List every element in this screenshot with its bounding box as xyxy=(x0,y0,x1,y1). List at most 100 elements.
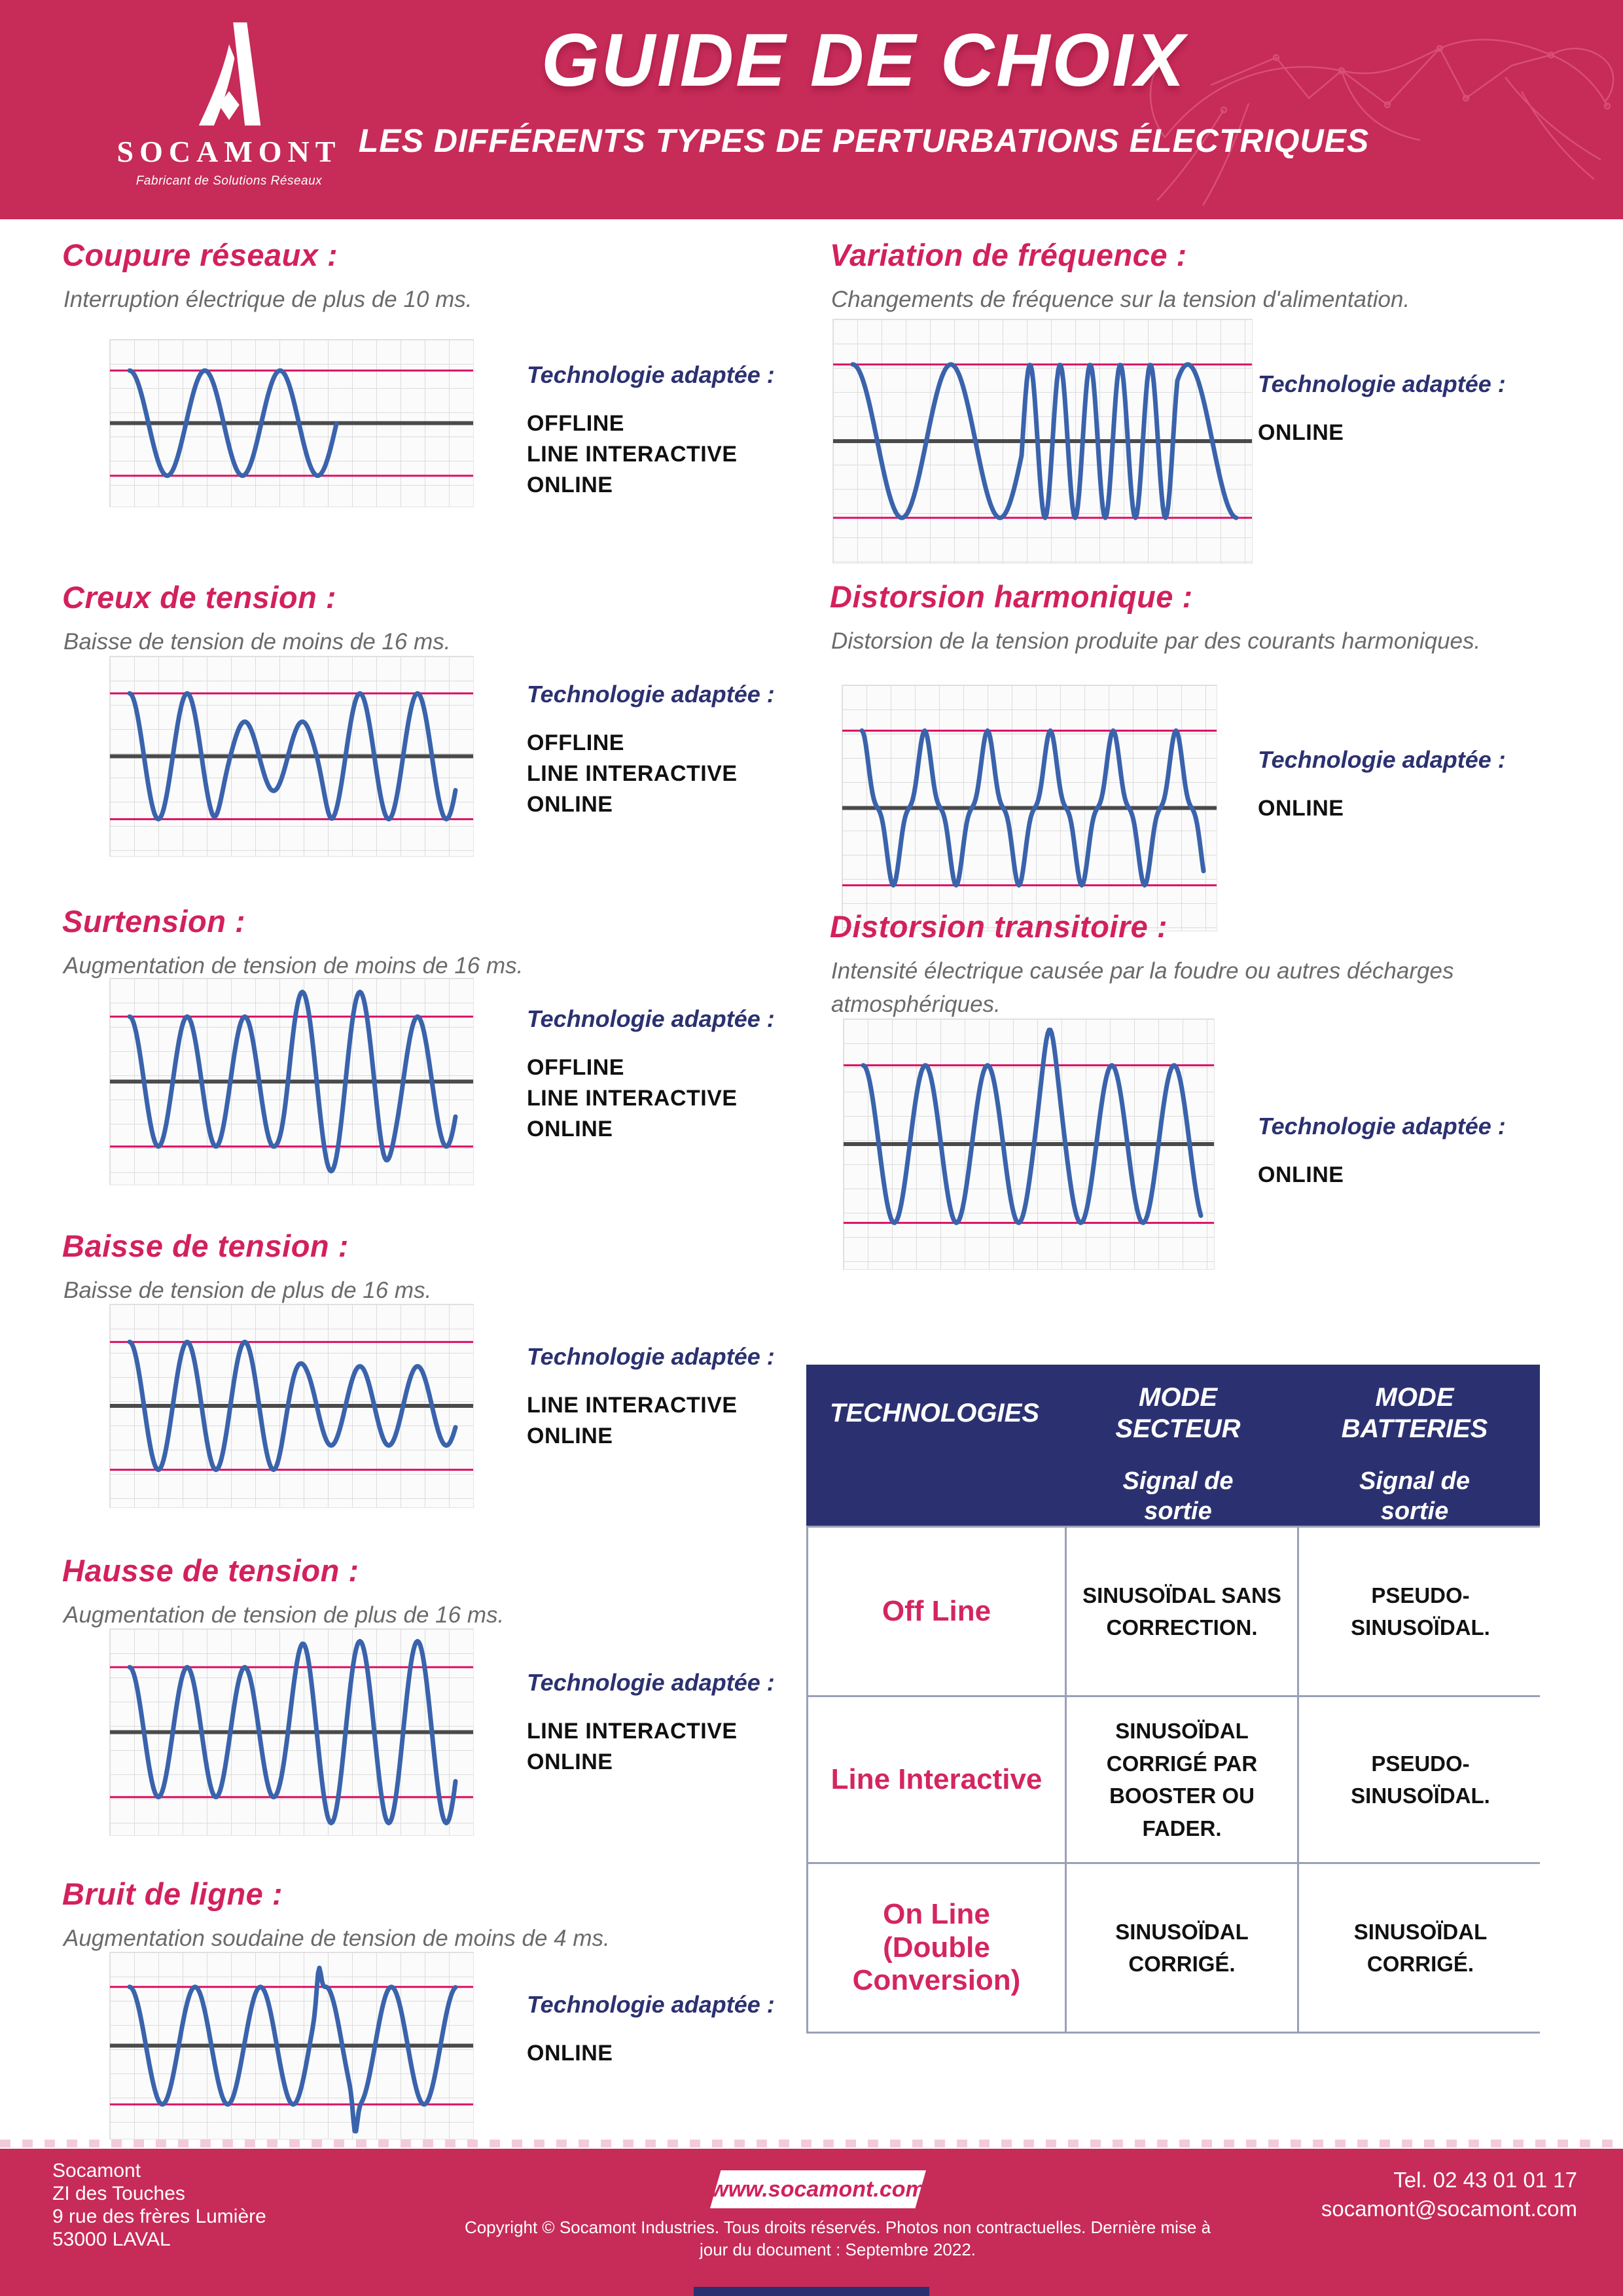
email-link[interactable]: socamont@socamont.com xyxy=(1321,2197,1577,2221)
technology: ONLINE xyxy=(527,473,613,497)
column-title: MODE SECTEUR xyxy=(1115,1383,1241,1443)
waveform-chart xyxy=(109,656,474,857)
technology: LINE INTERACTIVE xyxy=(527,761,738,786)
tech-block: Technologie adaptée : OFFLINE LINE INTERA… xyxy=(527,1005,815,1145)
technology: ONLINE xyxy=(1258,420,1344,445)
table-body: Off Line SINUSOÏDAL SANS CORRECTION. PSE… xyxy=(806,1526,1542,2034)
technology: ONLINE xyxy=(527,792,613,817)
tech-list: OFFLINE LINE INTERACTIVE ONLINE xyxy=(527,408,815,501)
section-distorsion-harmonique: Distorsion harmonique : Distorsion de la… xyxy=(830,579,1615,932)
technology: ONLINE xyxy=(527,1424,613,1448)
website-link[interactable]: www.socamont.com xyxy=(710,2170,926,2208)
table-header-technologies: TECHNOLOGIES xyxy=(829,1399,1040,1427)
technology: LINE INTERACTIVE xyxy=(527,1086,738,1111)
waveform-chart xyxy=(832,319,1253,564)
table-cell-batteries: PSEUDO-SINUSOÏDAL. xyxy=(1299,1697,1542,1862)
tech-block: Technologie adaptée : LINE INTERACTIVE ON… xyxy=(527,1343,815,1452)
tech-block: Technologie adaptée : LINE INTERACTIVE ON… xyxy=(527,1669,815,1778)
section-description: Interruption électrique de plus de 10 ms… xyxy=(63,287,473,312)
section-title: Distorsion harmonique : xyxy=(830,579,1193,614)
tech-block: Technologie adaptée : ONLINE xyxy=(1258,1113,1546,1191)
tech-list: OFFLINE LINE INTERACTIVE ONLINE xyxy=(527,1052,815,1145)
website-url: www.socamont.com xyxy=(711,2176,925,2202)
section-creux-de-tension: Creux de tension : Baisse de tension de … xyxy=(62,579,815,900)
tech-label: Technologie adaptée : xyxy=(527,361,775,388)
tech-block: Technologie adaptée : ONLINE xyxy=(527,1991,815,2069)
table-cell-batteries: SINUSOÏDAL CORRIGÉ. xyxy=(1299,1864,1542,2032)
waveform-chart xyxy=(109,1304,474,1508)
header-band: SOCAMONT Fabricant de Solutions Réseaux … xyxy=(0,0,1623,219)
socamont-logo-mark-icon xyxy=(198,22,261,126)
table-header-mode-batteries: MODE BATTERIES Signal de sortie xyxy=(1293,1365,1536,1526)
table-cell-secteur: SINUSOÏDAL CORRIGÉ. xyxy=(1067,1864,1297,2032)
tech-block: Technologie adaptée : ONLINE xyxy=(1258,746,1546,824)
address-line: 53000 LAVAL xyxy=(52,2229,171,2250)
table-cell-batteries: PSEUDO-SINUSOÏDAL. xyxy=(1299,1528,1542,1695)
section-title: Distorsion transitoire : xyxy=(830,909,1168,944)
tech-block: Technologie adaptée : ONLINE xyxy=(1258,370,1546,448)
section-title: Baisse de tension : xyxy=(62,1229,349,1263)
brand-name: SOCAMONT xyxy=(116,135,342,168)
tech-block: Technologie adaptée : OFFLINE LINE INTERA… xyxy=(527,361,815,501)
section-title: Variation de fréquence : xyxy=(830,238,1187,272)
tech-label: Technologie adaptée : xyxy=(1258,370,1506,397)
table-row-name: On Line (Double Conversion) xyxy=(808,1864,1065,2032)
copyright-text: Copyright © Socamont Industries. Tous dr… xyxy=(464,2217,1211,2259)
section-title: Coupure réseaux : xyxy=(62,238,338,272)
technology: ONLINE xyxy=(527,1117,613,1141)
section-description: Augmentation soudaine de tension de moin… xyxy=(63,1926,610,1951)
footer-navy-bar xyxy=(694,2287,929,2296)
section-bruit-de-ligne: Bruit de ligne : Augmentation soudaine d… xyxy=(62,1876,815,2151)
column-subtitle: Signal de sortie xyxy=(1359,1467,1470,1525)
footer-dotted-strip xyxy=(0,2140,1623,2147)
tech-label: Technologie adaptée : xyxy=(1258,1113,1506,1139)
technology: OFFLINE xyxy=(527,411,624,436)
section-variation-de-frequence: Variation de fréquence : Changements de … xyxy=(830,237,1615,571)
section-title: Hausse de tension : xyxy=(62,1553,359,1588)
tech-label: Technologie adaptée : xyxy=(1258,746,1506,773)
socamont-logo: SOCAMONT Fabricant de Solutions Réseaux xyxy=(115,20,344,188)
cheetah-wireframe-graphic xyxy=(1149,39,1614,206)
page-title: GUIDE DE CHOIX xyxy=(541,19,1186,102)
tech-list: LINE INTERACTIVE ONLINE xyxy=(527,1716,815,1778)
technologies-table: TECHNOLOGIES MODE SECTEUR Signal de sort… xyxy=(806,1365,1542,2034)
section-title: Surtension : xyxy=(62,904,246,939)
technology: ONLINE xyxy=(1258,1162,1344,1187)
technology: LINE INTERACTIVE xyxy=(527,1393,738,1418)
section-description: Baisse de tension de moins de 16 ms. xyxy=(63,629,451,655)
section-description: Augmentation de tension de moins de 16 m… xyxy=(63,953,524,978)
address-line: 9 rue des frères Lumière xyxy=(52,2206,266,2227)
section-title: Creux de tension : xyxy=(62,580,337,615)
address-line: Socamont xyxy=(52,2160,141,2181)
waveform-chart xyxy=(109,1628,474,1836)
waveform-chart xyxy=(109,1952,474,2140)
technology: OFFLINE xyxy=(527,730,624,755)
table-cell-secteur: SINUSOÏDAL CORRIGÉ PAR BOOSTER OU FADER. xyxy=(1067,1697,1297,1862)
tech-list: LINE INTERACTIVE ONLINE xyxy=(527,1390,815,1452)
table-header: TECHNOLOGIES MODE SECTEUR Signal de sort… xyxy=(806,1365,1540,1526)
section-hausse-de-tension: Hausse de tension : Augmentation de tens… xyxy=(62,1552,815,1873)
column-subtitle: Signal de sortie xyxy=(1122,1467,1234,1525)
technology: LINE INTERACTIVE xyxy=(527,1719,738,1744)
table-row-name: Line Interactive xyxy=(808,1697,1065,1862)
footer-band: Socamont ZI des Touches 9 rue des frères L… xyxy=(0,2149,1623,2296)
section-distorsion-transitoire: Distorsion transitoire : Intensité élect… xyxy=(830,908,1615,1275)
tech-label: Technologie adaptée : xyxy=(527,1669,775,1696)
technology: ONLINE xyxy=(527,2041,613,2066)
tech-list: ONLINE xyxy=(1258,793,1546,824)
technology: LINE INTERACTIVE xyxy=(527,442,738,467)
section-description: Baisse de tension de plus de 16 ms. xyxy=(63,1278,432,1303)
section-baisse-de-tension: Baisse de tension : Baisse de tension de… xyxy=(62,1228,815,1549)
waveform-chart xyxy=(109,978,474,1185)
section-description: Changements de fréquence sur la tension … xyxy=(831,287,1410,312)
tech-label: Technologie adaptée : xyxy=(527,681,775,708)
page-subtitle: LES DIFFÉRENTS TYPES DE PERTURBATIONS ÉL… xyxy=(358,122,1370,159)
tech-label: Technologie adaptée : xyxy=(527,1005,775,1032)
table-cell-secteur: SINUSOÏDAL SANS CORRECTION. xyxy=(1067,1528,1297,1695)
brand-tagline: Fabricant de Solutions Réseaux xyxy=(135,174,323,188)
technology: OFFLINE xyxy=(527,1055,624,1080)
tech-list: ONLINE xyxy=(1258,418,1546,448)
tech-list: OFFLINE LINE INTERACTIVE ONLINE xyxy=(527,728,815,820)
column-title: MODE BATTERIES xyxy=(1341,1383,1488,1443)
